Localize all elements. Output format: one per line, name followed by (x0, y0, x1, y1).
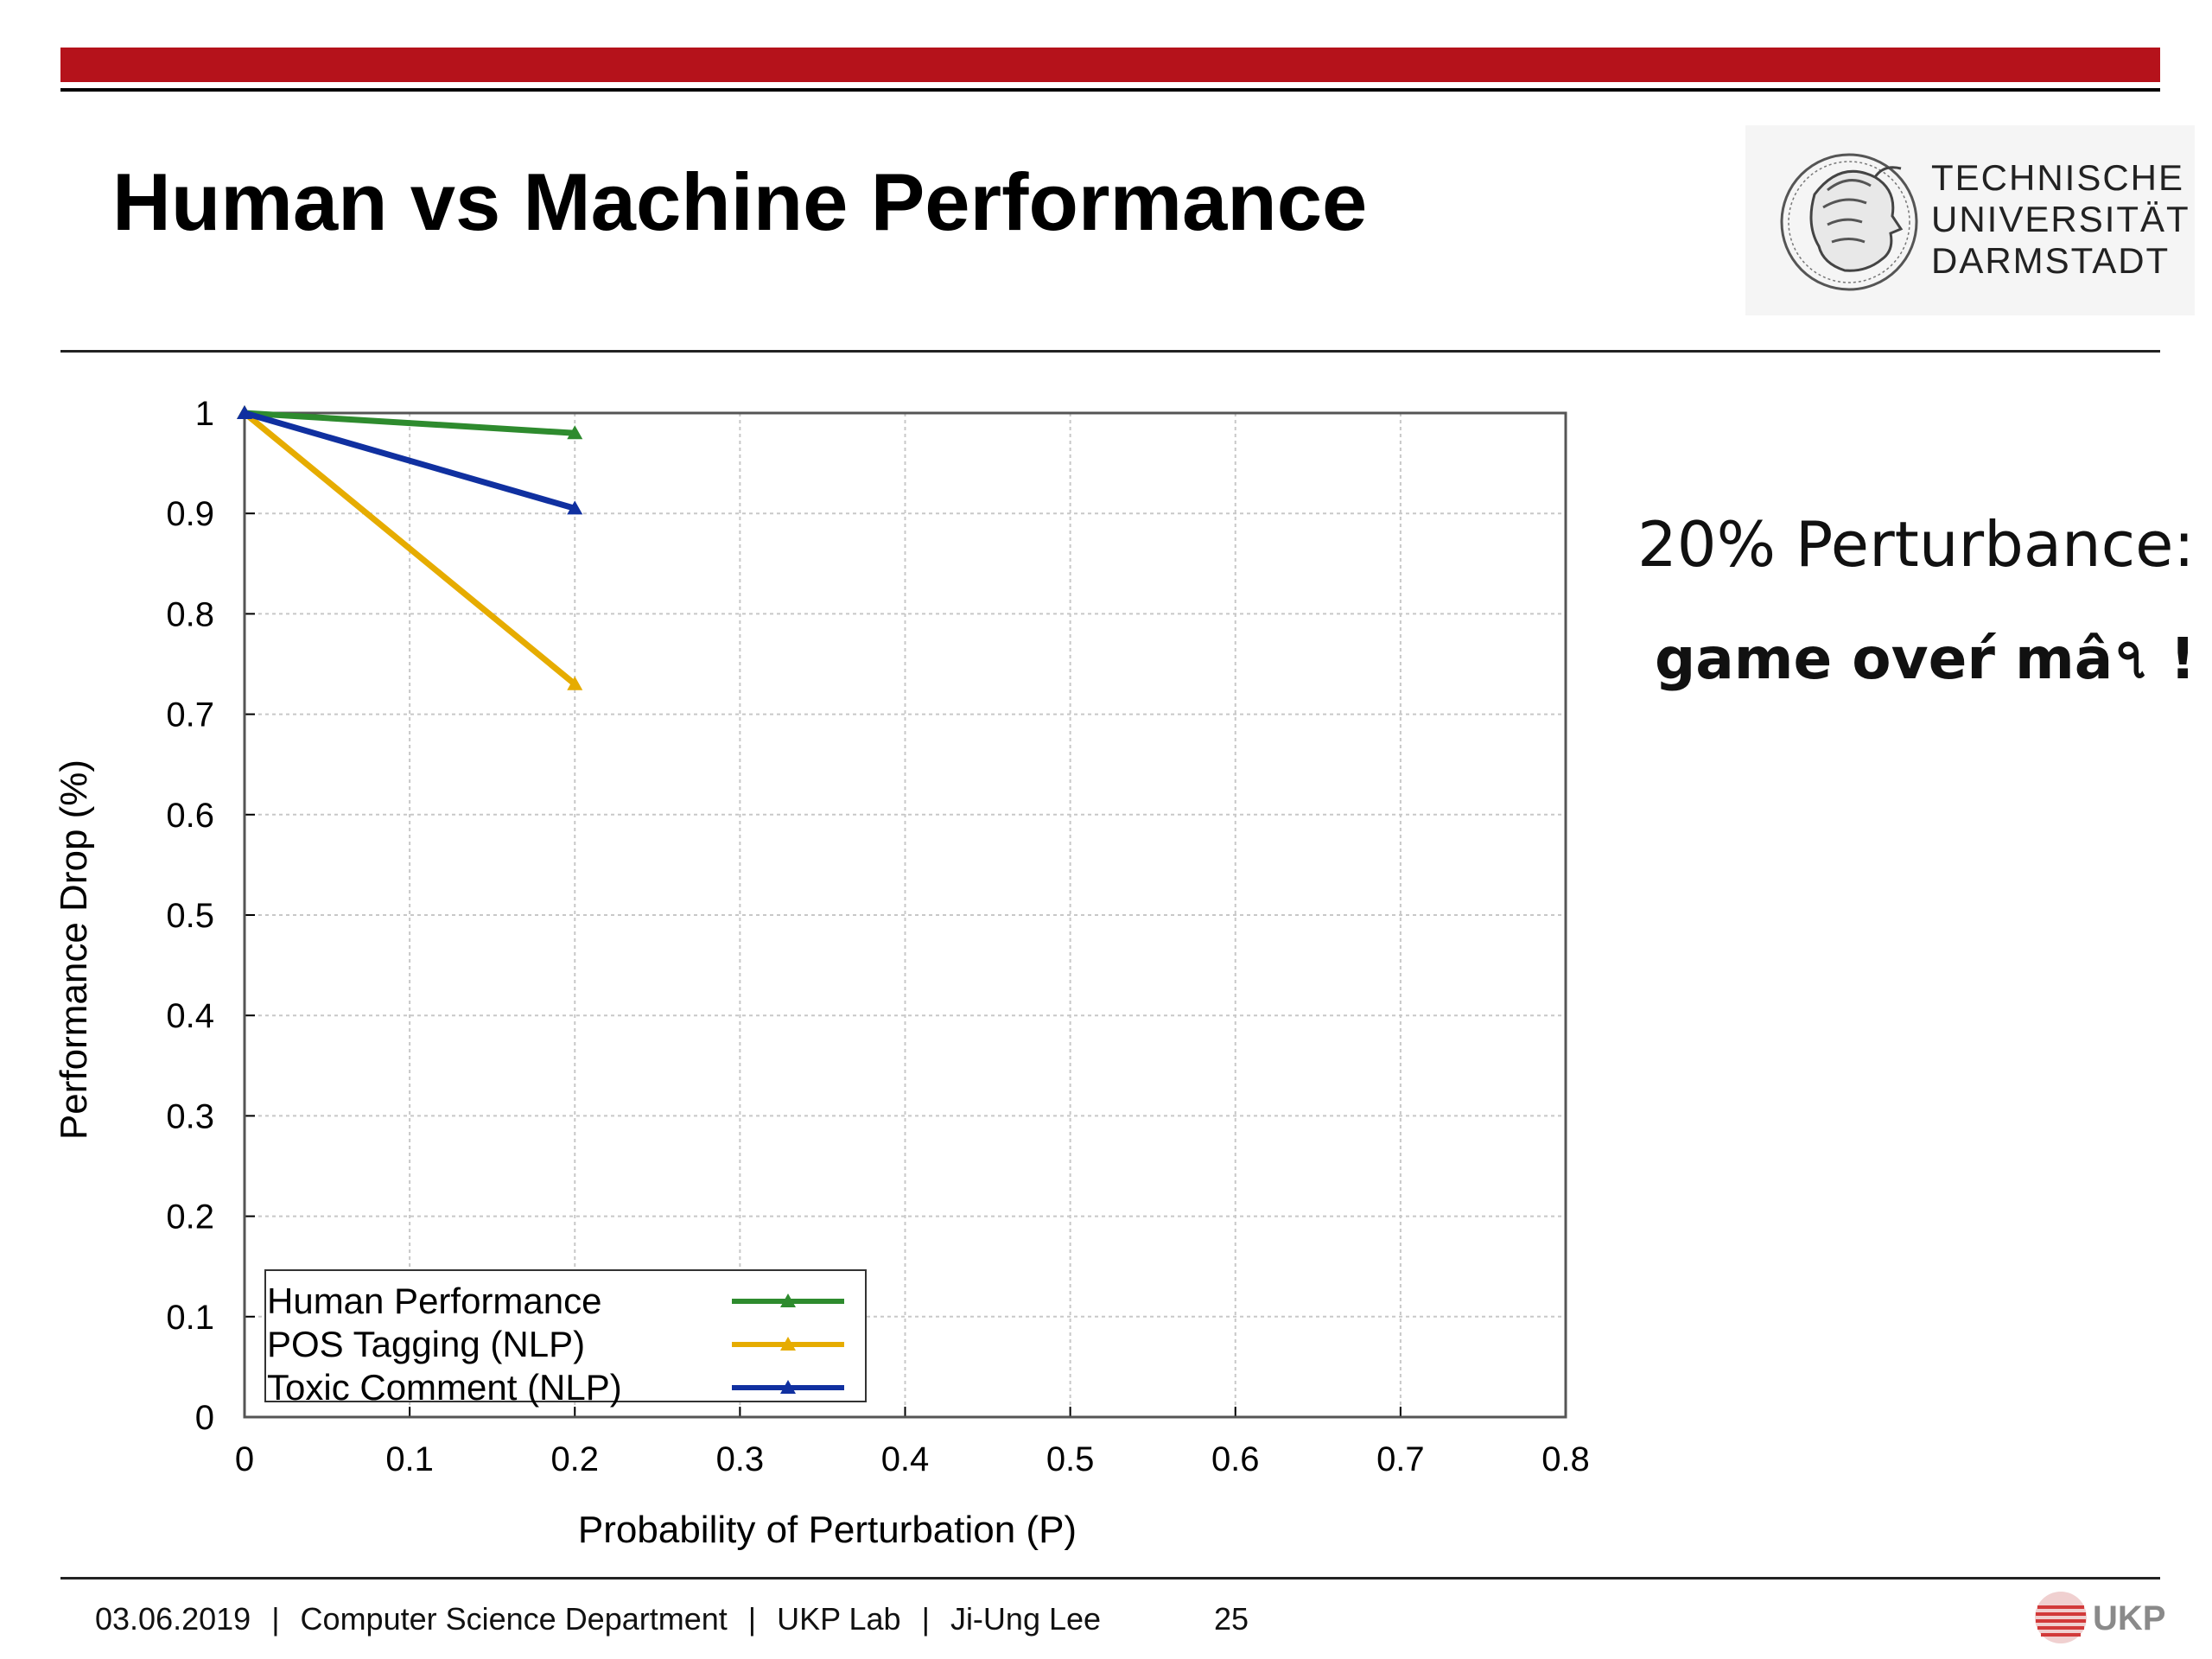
legend-marker (780, 1380, 796, 1394)
top-accent-bar (60, 48, 2160, 82)
legend-marker (780, 1337, 796, 1351)
legend-label: Human Performance (267, 1281, 602, 1321)
y-tick-label: 0 (195, 1399, 214, 1437)
logo-line: TECHNISCHE (1931, 157, 2185, 198)
annotation-perturbance: 20% Perturbance: (1637, 508, 2195, 581)
ukp-logo: UKP (2035, 1592, 2165, 1643)
logo-line: UNIVERSITÄT (1931, 199, 2190, 239)
x-axis-label: Probability of Perturbation (P) (578, 1509, 1077, 1551)
y-tick-label: 0.4 (166, 997, 214, 1035)
ukp-logo-text: UKP (2093, 1599, 2165, 1637)
x-tick-label: 0.7 (1376, 1440, 1425, 1478)
y-tick-label: 0.3 (166, 1097, 214, 1135)
footer-separator: | (747, 1601, 757, 1637)
legend-label: POS Tagging (NLP) (267, 1324, 585, 1364)
y-tick-label: 0.2 (166, 1198, 214, 1236)
x-tick-label: 0.6 (1211, 1440, 1260, 1478)
y-tick-label: 0.9 (166, 495, 214, 533)
x-tick-label: 0.1 (385, 1440, 434, 1478)
series-line (244, 410, 575, 436)
footer-lab: UKP Lab (777, 1601, 901, 1637)
data-point (237, 405, 252, 419)
footer-separator: | (921, 1601, 930, 1637)
footer-date: 03.06.2019 (95, 1601, 251, 1637)
y-tick-label: 0.1 (166, 1299, 214, 1337)
slide-title: Human vs Machine Performance (112, 156, 1368, 247)
plot-frame (243, 411, 1567, 1419)
footer: 03.06.2019 | Computer Science Department | U… (95, 1601, 1101, 1637)
series-line (244, 410, 576, 512)
footer-rule (60, 1577, 2160, 1580)
y-tick-label: 1 (195, 395, 214, 433)
page-number: 25 (1214, 1601, 1249, 1637)
logo-line: DARMSTADT (1931, 240, 2171, 281)
x-tick-label: 0 (235, 1440, 254, 1478)
y-tick-label: 0.7 (166, 696, 214, 734)
footer-separator: | (271, 1601, 280, 1637)
university-name: TECHNISCHE UNIVERSITÄT DARMSTADT (1931, 157, 2190, 282)
y-axis-label: Performance Drop (%) (53, 760, 95, 1140)
legend-label: Toxic Comment (NLP) (267, 1367, 622, 1408)
y-tick-label: 0.5 (166, 897, 214, 935)
legend-box (264, 1269, 867, 1402)
x-tick-label: 0.3 (716, 1440, 765, 1478)
data-point (567, 425, 583, 440)
line-chart: 0 0.1 0.2 0.3 0.4 0.5 0.6 0.7 0.8 0 0.1 0.2 0.3 0.4 0.… (53, 395, 1590, 1551)
data-point (567, 500, 583, 515)
athena-seal-icon (1780, 153, 1918, 291)
x-tick-label: 0.8 (1541, 1440, 1590, 1478)
x-tick-label: 0.2 (550, 1440, 599, 1478)
x-tick-label: 0.4 (881, 1440, 930, 1478)
legend-marker (780, 1294, 796, 1307)
x-tick-label: 0.5 (1046, 1440, 1095, 1478)
footer-author: Ji-Ung Lee (950, 1601, 1102, 1637)
data-point (567, 676, 583, 690)
annotation-game-over: game oveŕ mâ৭ ! (1655, 626, 2196, 692)
header-rule (60, 350, 2160, 353)
top-rule (60, 88, 2160, 92)
footer-department: Computer Science Department (300, 1601, 728, 1637)
series-line (242, 410, 577, 687)
y-tick-label: 0.6 (166, 797, 214, 835)
y-tick-label: 0.8 (166, 595, 214, 633)
